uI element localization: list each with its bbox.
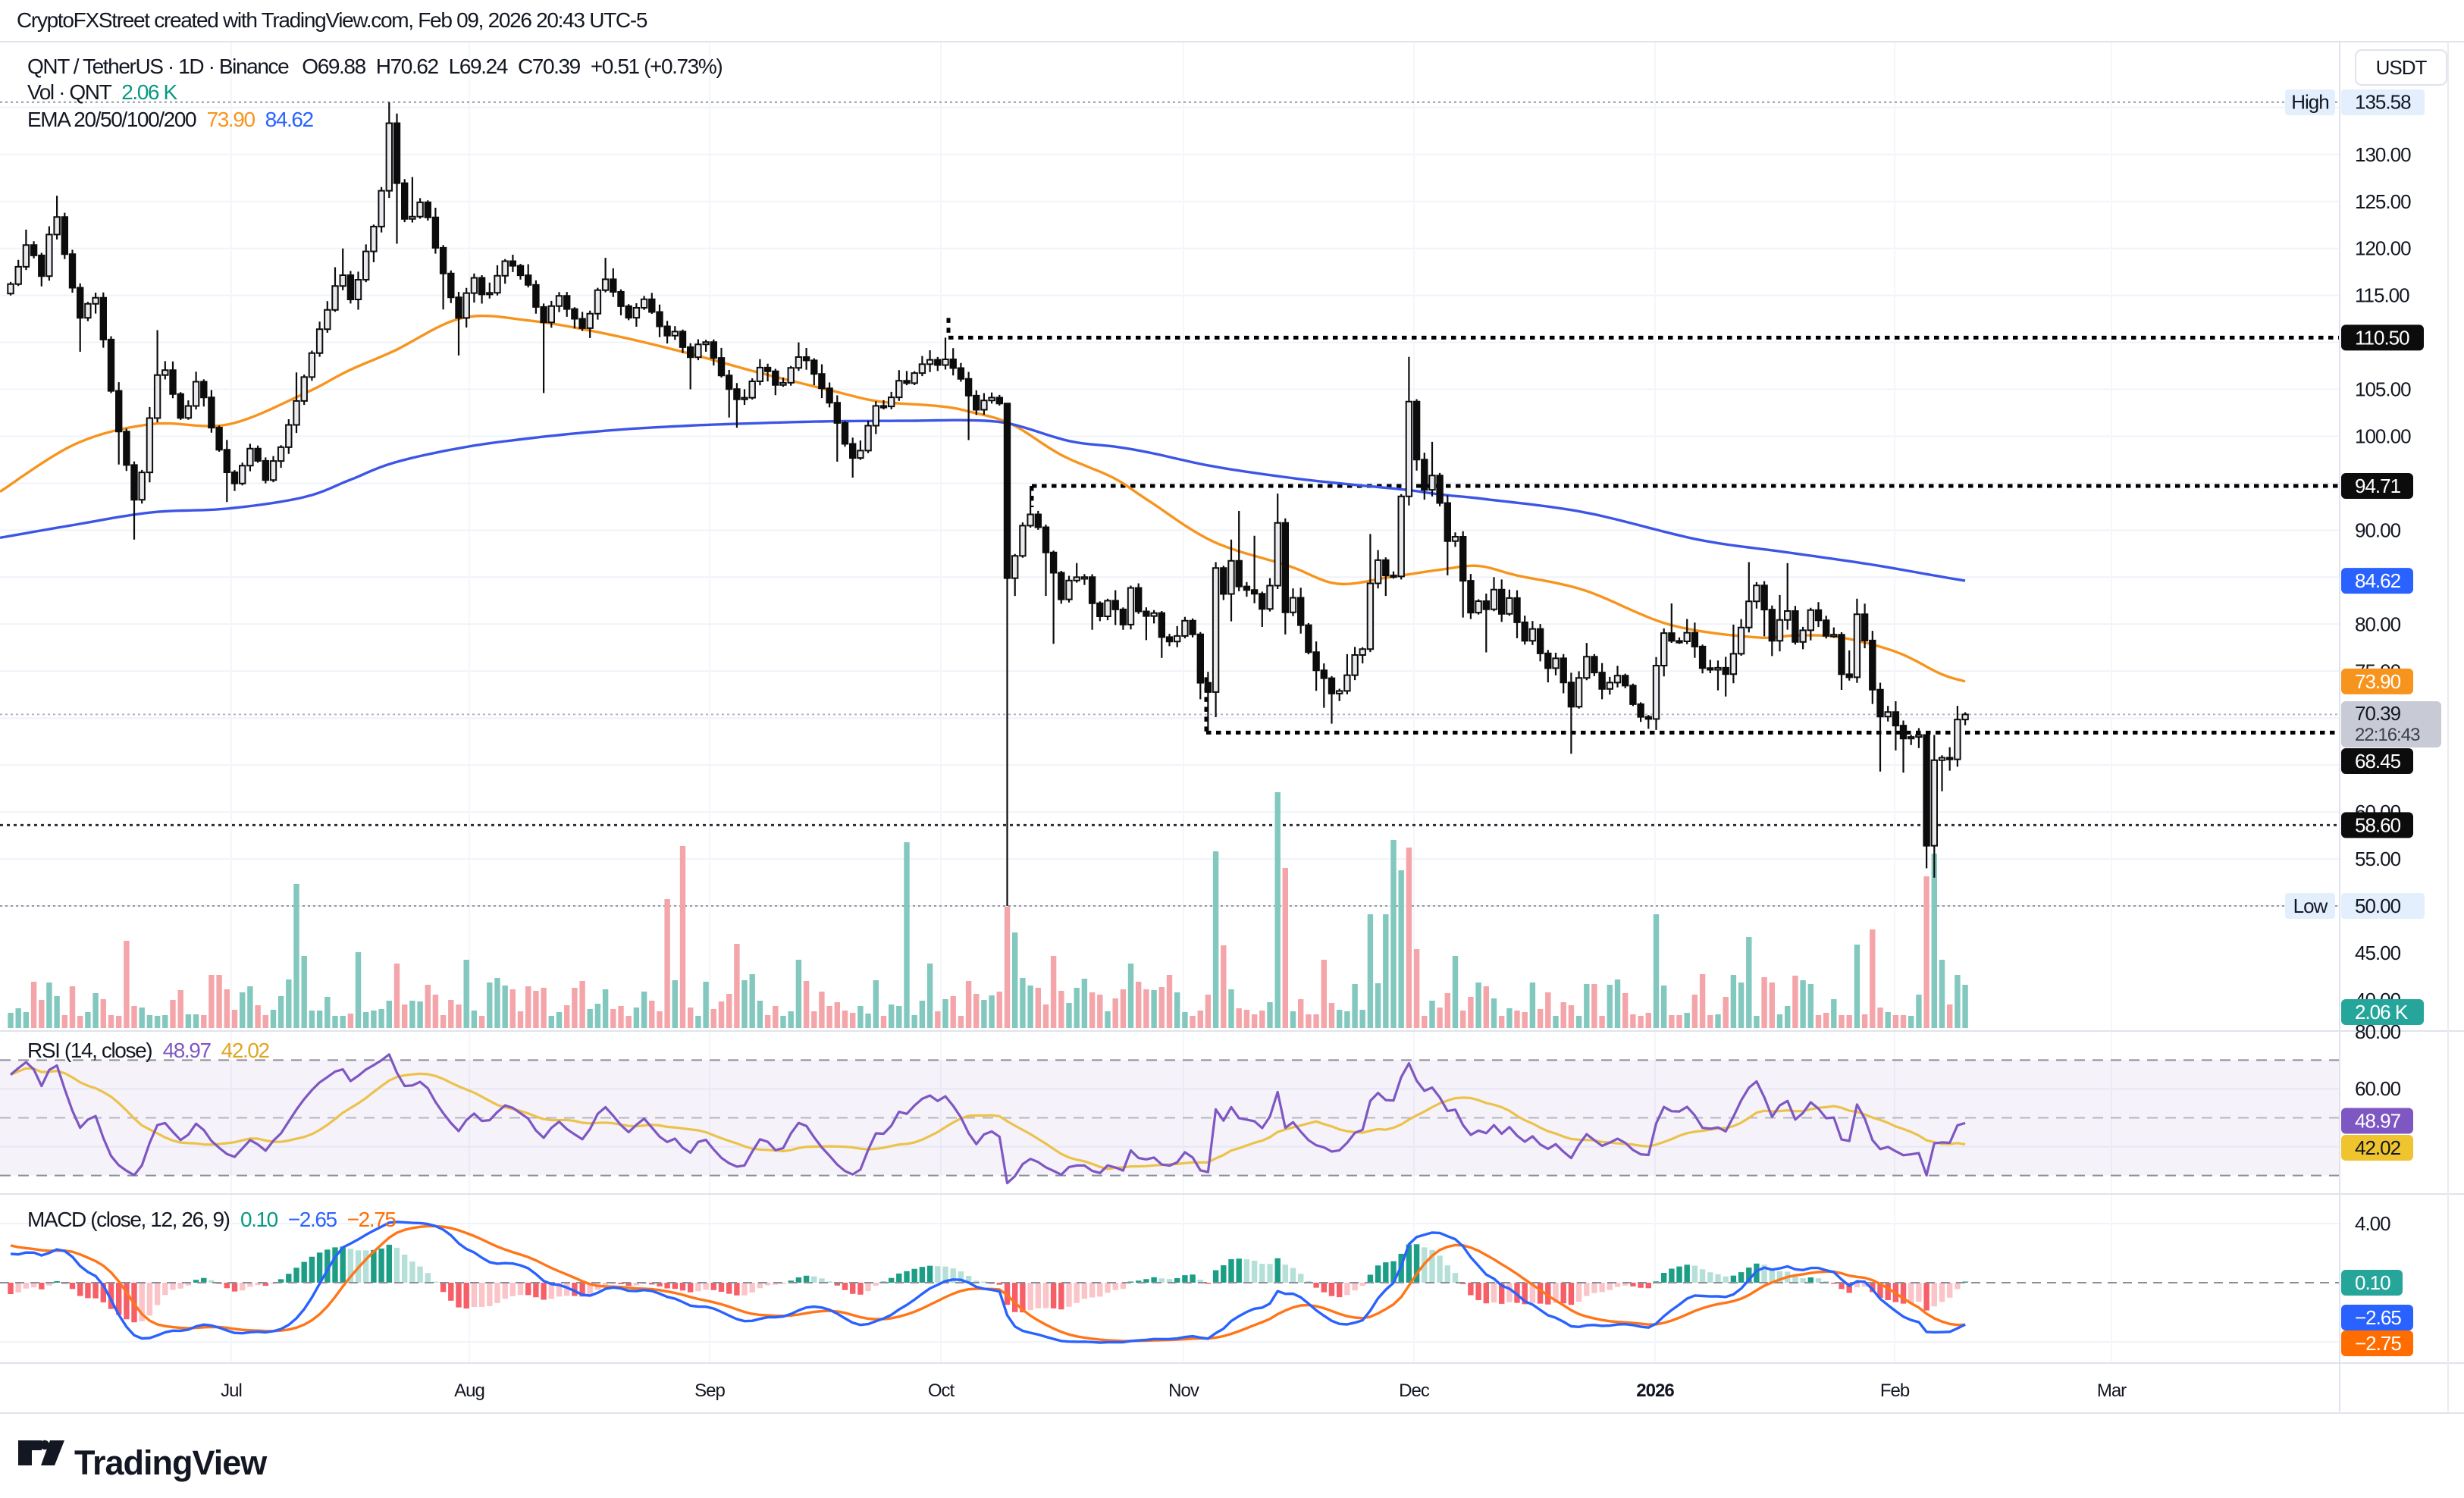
svg-text:100.00: 100.00	[2355, 425, 2411, 448]
svg-text:CryptoFXStreet created with Tr: CryptoFXStreet created with TradingView.…	[17, 8, 647, 32]
svg-text:50.00: 50.00	[2355, 895, 2401, 917]
svg-text:Vol · QNT 2.06 K: Vol · QNT 2.06 K	[27, 80, 177, 104]
svg-text:−2.65: −2.65	[2355, 1306, 2401, 1329]
svg-text:94.71: 94.71	[2355, 475, 2401, 497]
svg-text:USDT: USDT	[2376, 56, 2428, 79]
svg-text:Nov: Nov	[1168, 1380, 1199, 1401]
svg-text:68.45: 68.45	[2355, 750, 2401, 773]
svg-text:70.39: 70.39	[2355, 702, 2401, 725]
svg-text:Jul: Jul	[221, 1380, 242, 1401]
svg-text:115.00: 115.00	[2355, 284, 2409, 307]
svg-text:2.06 K: 2.06 K	[2355, 1001, 2409, 1023]
svg-text:Oct: Oct	[928, 1380, 955, 1401]
svg-text:45.00: 45.00	[2355, 942, 2401, 964]
svg-text:2026: 2026	[1636, 1380, 1674, 1401]
svg-text:105.00: 105.00	[2355, 378, 2411, 401]
svg-text:110.50: 110.50	[2355, 326, 2409, 349]
svg-text:TradingView: TradingView	[74, 1443, 268, 1482]
svg-text:84.62: 84.62	[2355, 569, 2401, 592]
svg-text:120.00: 120.00	[2355, 237, 2411, 260]
svg-text:42.02: 42.02	[2355, 1136, 2401, 1159]
svg-text:80.00: 80.00	[2355, 613, 2401, 635]
svg-text:73.90: 73.90	[2355, 670, 2401, 693]
svg-text:4.00: 4.00	[2355, 1212, 2390, 1235]
svg-text:60.00: 60.00	[2355, 1077, 2401, 1100]
svg-text:90.00: 90.00	[2355, 519, 2401, 541]
svg-text:Dec: Dec	[1399, 1380, 1430, 1401]
svg-text:Mar: Mar	[2097, 1380, 2127, 1401]
svg-text:55.00: 55.00	[2355, 848, 2401, 870]
svg-text:22:16:43: 22:16:43	[2355, 725, 2420, 745]
svg-text:High: High	[2291, 91, 2328, 114]
svg-text:58.60: 58.60	[2355, 813, 2401, 836]
svg-text:Sep: Sep	[694, 1380, 725, 1401]
svg-text:125.00: 125.00	[2355, 190, 2411, 213]
svg-text:130.00: 130.00	[2355, 143, 2411, 166]
svg-text:−2.75: −2.75	[2355, 1332, 2401, 1355]
svg-text:0.10: 0.10	[2355, 1271, 2390, 1294]
svg-text:48.97: 48.97	[2355, 1110, 2401, 1133]
svg-text:MACD (close, 12, 26, 9) 0.10−2: MACD (close, 12, 26, 9) 0.10 −2.65 −2.75	[27, 1208, 396, 1231]
svg-text:135.58: 135.58	[2355, 91, 2411, 114]
svg-text:Feb: Feb	[1880, 1380, 1910, 1401]
svg-text:Low: Low	[2293, 895, 2328, 917]
svg-text:Aug: Aug	[454, 1380, 484, 1401]
